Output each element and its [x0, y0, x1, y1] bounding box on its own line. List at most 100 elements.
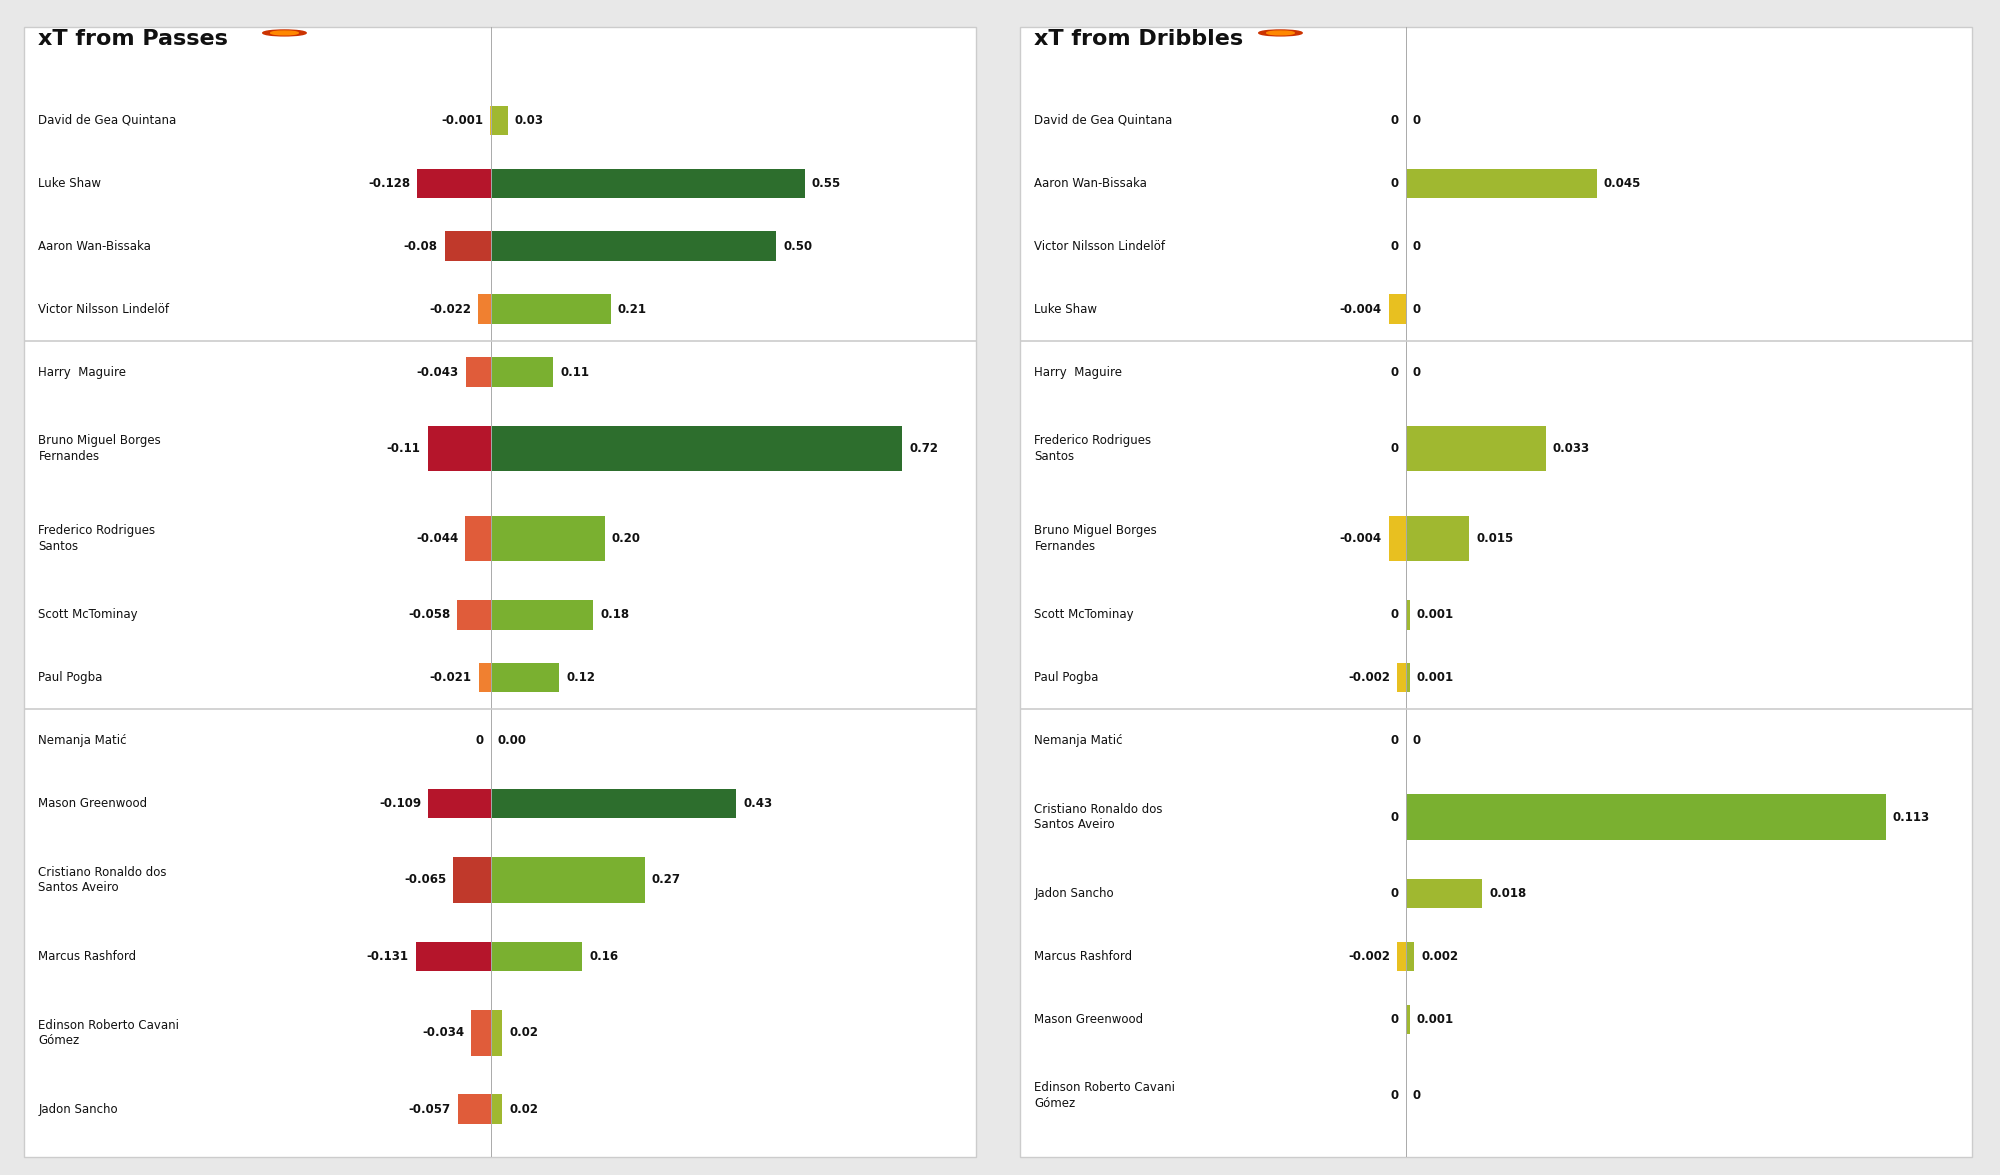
Text: Luke Shaw: Luke Shaw: [38, 176, 102, 190]
Circle shape: [270, 31, 298, 35]
Text: 0.43: 0.43: [744, 797, 772, 810]
Text: 0.02: 0.02: [510, 1026, 538, 1040]
Bar: [490, 857, 644, 902]
Bar: [428, 425, 490, 471]
Bar: [490, 663, 560, 692]
Text: -0.002: -0.002: [1348, 949, 1390, 962]
Text: Cristiano Ronaldo dos
Santos Aveiro: Cristiano Ronaldo dos Santos Aveiro: [1034, 803, 1162, 831]
Bar: [1398, 941, 1406, 971]
Text: -0.044: -0.044: [416, 532, 458, 545]
Text: 0.20: 0.20: [612, 532, 640, 545]
Text: 0: 0: [1412, 1089, 1420, 1102]
Text: 0: 0: [1412, 365, 1420, 378]
Text: 0.27: 0.27: [652, 873, 680, 886]
Text: Mason Greenwood: Mason Greenwood: [1034, 1013, 1144, 1026]
Bar: [490, 1010, 502, 1055]
Text: 0: 0: [1412, 303, 1420, 316]
Bar: [1406, 1005, 1410, 1034]
Text: 0.12: 0.12: [566, 671, 596, 684]
Text: David de Gea Quintana: David de Gea Quintana: [38, 114, 176, 127]
Text: Edinson Roberto Cavani
Gómez: Edinson Roberto Cavani Gómez: [1034, 1081, 1176, 1110]
Bar: [490, 295, 610, 324]
Text: Paul Pogba: Paul Pogba: [1034, 671, 1098, 684]
Text: 0.50: 0.50: [784, 240, 812, 253]
Bar: [454, 857, 490, 902]
Bar: [490, 231, 776, 261]
Text: Edinson Roberto Cavani
Gómez: Edinson Roberto Cavani Gómez: [38, 1019, 180, 1047]
Text: 0.55: 0.55: [812, 176, 842, 190]
Text: 0: 0: [1412, 734, 1420, 747]
Text: 0: 0: [1390, 1089, 1398, 1102]
Text: Harry  Maguire: Harry Maguire: [1034, 365, 1122, 378]
Bar: [466, 516, 490, 562]
Text: 0.11: 0.11: [560, 365, 590, 378]
Text: 0: 0: [1390, 811, 1398, 824]
Bar: [1406, 425, 1546, 471]
Bar: [490, 106, 508, 135]
Text: -0.131: -0.131: [366, 949, 408, 962]
Text: 0: 0: [1390, 887, 1398, 900]
Bar: [472, 1010, 490, 1055]
Text: 0: 0: [1390, 1013, 1398, 1026]
Bar: [1406, 879, 1482, 908]
Text: Aaron Wan-Bissaka: Aaron Wan-Bissaka: [1034, 176, 1148, 190]
Text: -0.065: -0.065: [404, 873, 446, 886]
Bar: [1406, 168, 1596, 199]
Text: -0.109: -0.109: [380, 797, 422, 810]
Text: Jadon Sancho: Jadon Sancho: [1034, 887, 1114, 900]
Text: -0.001: -0.001: [440, 114, 482, 127]
Text: 0: 0: [476, 734, 484, 747]
Text: Aaron Wan-Bissaka: Aaron Wan-Bissaka: [38, 240, 152, 253]
Text: Marcus Rashford: Marcus Rashford: [1034, 949, 1132, 962]
Text: -0.034: -0.034: [422, 1026, 464, 1040]
Text: 0: 0: [1390, 365, 1398, 378]
Text: 0: 0: [1390, 240, 1398, 253]
Text: xT from Dribbles: xT from Dribbles: [1034, 29, 1244, 49]
Bar: [418, 168, 490, 199]
Bar: [490, 941, 582, 971]
Text: Cristiano Ronaldo dos
Santos Aveiro: Cristiano Ronaldo dos Santos Aveiro: [38, 866, 166, 894]
Bar: [478, 295, 490, 324]
Text: David de Gea Quintana: David de Gea Quintana: [1034, 114, 1172, 127]
Bar: [1406, 516, 1470, 562]
Text: 0.015: 0.015: [1476, 532, 1514, 545]
Text: 0.018: 0.018: [1490, 887, 1526, 900]
Text: 0.00: 0.00: [498, 734, 526, 747]
Bar: [466, 357, 490, 387]
Text: 0.72: 0.72: [910, 442, 938, 455]
Text: Frederico Rodrigues
Santos: Frederico Rodrigues Santos: [38, 524, 156, 552]
Bar: [1388, 516, 1406, 562]
Text: 0: 0: [1412, 240, 1420, 253]
Bar: [490, 168, 804, 199]
Bar: [478, 663, 490, 692]
Bar: [444, 231, 490, 261]
Bar: [490, 425, 902, 471]
Text: 0.03: 0.03: [514, 114, 544, 127]
Circle shape: [1266, 31, 1294, 35]
Bar: [490, 357, 554, 387]
Text: Luke Shaw: Luke Shaw: [1034, 303, 1098, 316]
Text: 0.02: 0.02: [510, 1102, 538, 1116]
Bar: [490, 788, 736, 818]
Text: Scott McTominay: Scott McTominay: [1034, 609, 1134, 622]
Bar: [1406, 794, 1886, 840]
Bar: [490, 1094, 502, 1124]
Text: 0: 0: [1390, 176, 1398, 190]
Text: 0.001: 0.001: [1416, 671, 1454, 684]
Text: -0.021: -0.021: [430, 671, 472, 684]
Text: Nemanja Matić: Nemanja Matić: [1034, 734, 1122, 747]
Bar: [1406, 941, 1414, 971]
Text: -0.004: -0.004: [1340, 532, 1382, 545]
Text: 0: 0: [1390, 609, 1398, 622]
Text: 0.21: 0.21: [618, 303, 646, 316]
Text: -0.128: -0.128: [368, 176, 410, 190]
Circle shape: [262, 31, 306, 36]
Text: Jadon Sancho: Jadon Sancho: [38, 1102, 118, 1116]
Text: Bruno Miguel Borges
Fernandes: Bruno Miguel Borges Fernandes: [38, 435, 162, 463]
Text: 0: 0: [1412, 114, 1420, 127]
Text: 0.045: 0.045: [1604, 176, 1642, 190]
Text: Victor Nilsson Lindelöf: Victor Nilsson Lindelöf: [38, 303, 170, 316]
Text: -0.11: -0.11: [386, 442, 420, 455]
Text: Harry  Maguire: Harry Maguire: [38, 365, 126, 378]
Text: -0.022: -0.022: [428, 303, 470, 316]
